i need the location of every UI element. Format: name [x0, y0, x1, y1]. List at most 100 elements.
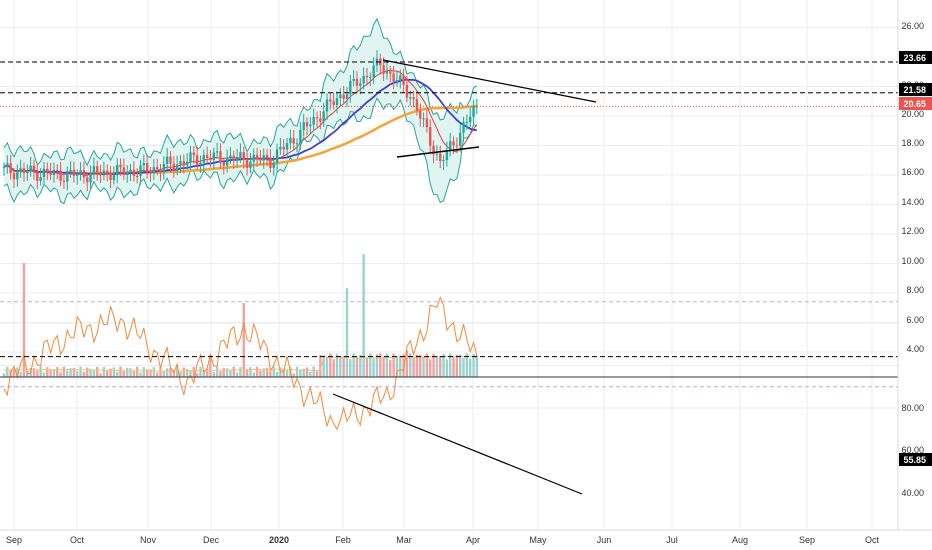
candle-body — [119, 164, 122, 168]
volume-bar — [22, 263, 26, 377]
volume-bar — [52, 369, 56, 377]
candle-body — [249, 161, 252, 168]
candle-body — [322, 111, 325, 122]
candle-body — [6, 163, 9, 167]
candle-body — [52, 169, 56, 176]
price-badge: 21.58 — [903, 85, 926, 95]
candle-body — [312, 117, 315, 125]
candle-body — [42, 168, 46, 178]
volume-bar — [255, 366, 259, 377]
candle-body — [66, 171, 69, 182]
volume-bar — [212, 371, 215, 377]
volume-bar — [69, 368, 72, 377]
volume-ma — [3, 355, 477, 372]
candle-body — [292, 138, 295, 144]
price-tick: 4.00 — [906, 344, 924, 354]
volume-bar — [395, 356, 399, 377]
volume-bar — [149, 369, 152, 377]
price-badge-bg — [899, 51, 932, 64]
volume-bar — [72, 367, 76, 377]
price-trendline-down — [382, 59, 597, 103]
candle-body — [422, 118, 425, 120]
time-tick: Jul — [666, 535, 678, 545]
candle-body — [62, 180, 66, 182]
volume-bar — [159, 366, 162, 377]
candle-body — [89, 173, 92, 183]
volume-bar — [459, 354, 462, 377]
volume-bar — [355, 357, 359, 377]
candle-body — [26, 171, 29, 174]
candle-body — [102, 170, 106, 176]
volume-bar — [389, 359, 392, 377]
candle-body — [212, 152, 215, 160]
candle-body — [49, 171, 52, 176]
candle-body — [275, 149, 279, 163]
volume-bar — [462, 357, 465, 377]
candle-body — [419, 110, 422, 119]
candle-body — [39, 177, 42, 182]
price-badge: 23.66 — [903, 53, 926, 63]
volume-bar — [429, 359, 432, 377]
candle-body — [305, 122, 309, 127]
candle-body — [349, 80, 352, 95]
candle-body — [452, 141, 455, 146]
volume-bar — [185, 368, 189, 377]
candle-body — [82, 170, 86, 178]
volume-bar — [319, 354, 322, 377]
volume-bar — [6, 366, 9, 377]
candle-body — [302, 122, 305, 130]
bollinger-bands — [3, 17, 478, 205]
candle-body — [182, 161, 186, 166]
time-tick: Oct — [865, 535, 880, 545]
candle-body — [86, 177, 89, 183]
rsi-badge: 55.85 — [903, 455, 926, 465]
price-badge-bg — [899, 83, 932, 96]
candle-body — [342, 94, 345, 99]
volume-bar — [285, 369, 289, 377]
volume-bar — [109, 368, 112, 377]
volume-bar — [362, 254, 365, 377]
time-tick: Sep — [799, 535, 815, 545]
candle-body — [72, 169, 76, 176]
volume-bar — [189, 369, 192, 377]
volume-bar — [119, 366, 122, 377]
volume-bar — [379, 353, 382, 377]
volume-bar — [192, 366, 196, 377]
volume-bar — [245, 369, 249, 377]
candle-body — [339, 94, 342, 99]
volume-bar — [469, 358, 472, 377]
candle-body — [106, 170, 109, 173]
candle-body — [465, 122, 469, 124]
volume-bar — [475, 355, 479, 377]
candle-body — [282, 146, 285, 150]
candle-body — [409, 97, 412, 99]
candle-body — [335, 98, 339, 105]
volume-bar — [382, 356, 385, 377]
candle-body — [172, 163, 176, 171]
candle-body — [122, 167, 126, 175]
volume-bar — [402, 354, 405, 377]
volume-bar — [112, 367, 116, 377]
candle-body — [319, 118, 322, 122]
candle-body — [402, 75, 405, 85]
rsi-axis[interactable]: 80.00 60.00 40.00 55.85 — [899, 403, 932, 498]
volume-bar — [179, 371, 182, 377]
volume-bar — [315, 371, 319, 377]
volume-bar — [62, 366, 66, 377]
volume-bar — [126, 367, 129, 377]
candle-body — [219, 151, 222, 163]
volume-bar — [422, 357, 425, 377]
volume-bar — [106, 369, 109, 377]
price-badges: 23.66 21.58 20.65 — [899, 51, 932, 110]
time-tick: Aug — [732, 535, 748, 545]
volume-bar — [136, 366, 139, 377]
volume-bar — [199, 366, 202, 377]
candle-body — [9, 163, 12, 174]
time-axis[interactable]: Sep Oct Nov Dec 2020 Feb Mar Apr May Jun… — [6, 535, 880, 545]
candle-body — [36, 171, 39, 182]
volume-bar — [82, 371, 86, 377]
volume-bar — [262, 368, 265, 377]
volume-bar — [209, 354, 212, 377]
volume-bar — [162, 370, 166, 377]
